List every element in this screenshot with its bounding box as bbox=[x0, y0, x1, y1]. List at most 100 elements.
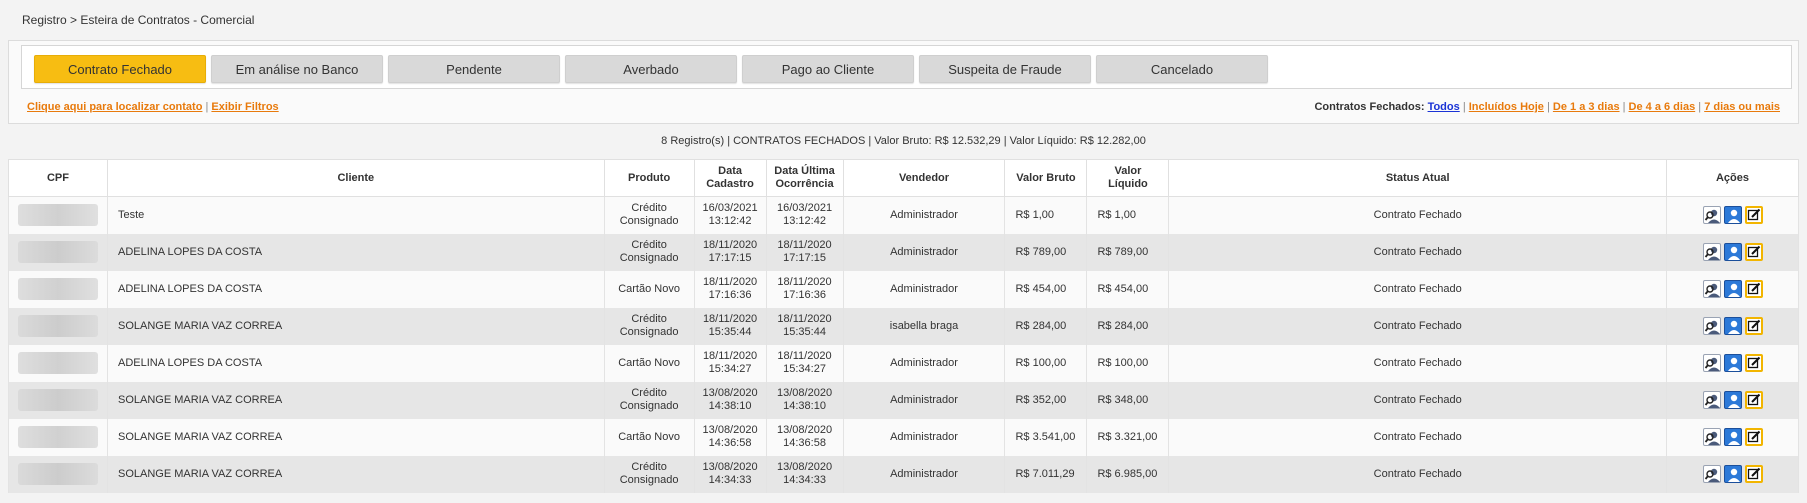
actions-cell bbox=[1666, 381, 1799, 419]
user-profile-icon[interactable] bbox=[1723, 243, 1742, 261]
last-occurrence-cell: 18/11/2020 17:17:15 bbox=[765, 233, 844, 271]
net-value-cell: R$ 6.985,00 bbox=[1086, 455, 1170, 493]
filter-all-link[interactable]: Todos bbox=[1427, 101, 1460, 113]
cpf-cell bbox=[8, 455, 108, 493]
filter-today-link[interactable]: Incluídos Hoje bbox=[1468, 101, 1544, 113]
created-date-cell: 18/11/2020 17:16:36 bbox=[693, 270, 767, 308]
breadcrumb: Registro > Esteira de Contratos - Comerc… bbox=[22, 13, 255, 27]
cpf-cell bbox=[8, 344, 108, 382]
col-vendedor: Vendedor bbox=[842, 159, 1006, 197]
col-valor-liquido: Valor Líquido bbox=[1086, 159, 1170, 197]
search-user-icon[interactable] bbox=[1702, 243, 1721, 261]
edit-icon[interactable] bbox=[1744, 243, 1763, 261]
edit-icon[interactable] bbox=[1744, 428, 1763, 446]
net-value-cell: R$ 789,00 bbox=[1086, 233, 1170, 271]
user-profile-icon[interactable] bbox=[1723, 391, 1742, 409]
status-tabs: Contrato Fechado Em análise no Banco Pen… bbox=[21, 45, 1792, 89]
status-cell: Contrato Fechado bbox=[1168, 344, 1668, 382]
net-value-cell: R$ 3.321,00 bbox=[1086, 418, 1170, 456]
user-profile-icon[interactable] bbox=[1723, 206, 1742, 225]
tab-averbado[interactable]: Averbado bbox=[565, 55, 737, 83]
gross-value-cell: R$ 7.011,29 bbox=[1004, 455, 1088, 493]
status-cell: Contrato Fechado bbox=[1168, 270, 1668, 308]
last-occurrence-cell: 16/03/2021 13:12:42 bbox=[765, 196, 844, 234]
product-cell: Crédito Consignado bbox=[603, 455, 695, 493]
user-profile-icon[interactable] bbox=[1723, 465, 1742, 483]
col-status: Status Atual bbox=[1168, 159, 1668, 197]
seller-cell: Administrador bbox=[842, 270, 1006, 308]
edit-icon[interactable] bbox=[1744, 317, 1763, 335]
table-row: SOLANGE MARIA VAZ CORREA Crédito Consignad… bbox=[8, 307, 1799, 345]
search-user-icon[interactable] bbox=[1702, 206, 1721, 225]
gross-value-cell: R$ 352,00 bbox=[1004, 381, 1088, 419]
contracts-table: CPF Cliente Produto Data Cadastro Data Úl… bbox=[8, 159, 1799, 493]
client-name: Teste bbox=[106, 196, 605, 234]
client-name: SOLANGE MARIA VAZ CORREA bbox=[106, 307, 605, 345]
search-user-icon[interactable] bbox=[1702, 354, 1721, 372]
search-user-icon[interactable] bbox=[1702, 280, 1721, 298]
seller-cell: Administrador bbox=[842, 455, 1006, 493]
gross-value-cell: R$ 454,00 bbox=[1004, 270, 1088, 308]
status-cell: Contrato Fechado bbox=[1168, 233, 1668, 271]
tab-pendente[interactable]: Pendente bbox=[388, 55, 560, 83]
tab-pago-ao-cliente[interactable]: Pago ao Cliente bbox=[742, 55, 914, 83]
cpf-cell bbox=[8, 270, 108, 308]
filter-7-plus-days-link[interactable]: 7 dias ou mais bbox=[1704, 101, 1780, 113]
cpf-redacted bbox=[17, 278, 98, 300]
search-user-icon[interactable] bbox=[1702, 465, 1721, 483]
cpf-redacted bbox=[17, 389, 98, 411]
status-cell: Contrato Fechado bbox=[1168, 381, 1668, 419]
seller-cell: Administrador bbox=[842, 418, 1006, 456]
actions-cell bbox=[1666, 455, 1799, 493]
user-profile-icon[interactable] bbox=[1723, 354, 1742, 372]
filter-panel: Contrato Fechado Em análise no Banco Pen… bbox=[8, 40, 1799, 124]
find-links: Clique aqui para localizar contato | Exi… bbox=[27, 101, 279, 113]
edit-icon[interactable] bbox=[1744, 280, 1763, 298]
last-occurrence-cell: 18/11/2020 17:16:36 bbox=[765, 270, 844, 308]
last-occurrence-cell: 18/11/2020 15:35:44 bbox=[765, 307, 844, 345]
product-cell: Crédito Consignado bbox=[603, 233, 695, 271]
actions-cell bbox=[1666, 196, 1799, 234]
client-name: ADELINA LOPES DA COSTA bbox=[106, 270, 605, 308]
gross-value-cell: R$ 284,00 bbox=[1004, 307, 1088, 345]
col-produto: Produto bbox=[603, 159, 695, 197]
created-date-cell: 16/03/2021 13:12:42 bbox=[693, 196, 767, 234]
actions-cell bbox=[1666, 233, 1799, 271]
find-contact-link[interactable]: Clique aqui para localizar contato bbox=[27, 101, 203, 113]
user-profile-icon[interactable] bbox=[1723, 317, 1742, 335]
seller-cell: Administrador bbox=[842, 233, 1006, 271]
tab-em-analise[interactable]: Em análise no Banco bbox=[211, 55, 383, 83]
last-occurrence-cell: 13/08/2020 14:36:58 bbox=[765, 418, 844, 456]
product-cell: Crédito Consignado bbox=[603, 196, 695, 234]
closed-contracts-label: Contratos Fechados: bbox=[1314, 101, 1425, 113]
edit-icon[interactable] bbox=[1744, 206, 1763, 225]
search-user-icon[interactable] bbox=[1702, 428, 1721, 446]
filter-4-6-days-link[interactable]: De 4 a 6 dias bbox=[1628, 101, 1696, 113]
cpf-cell bbox=[8, 233, 108, 271]
filter-1-3-days-link[interactable]: De 1 a 3 dias bbox=[1552, 101, 1620, 113]
table-row: ADELINA LOPES DA COSTA Cartão Novo 18/11/2… bbox=[8, 344, 1799, 382]
tab-contrato-fechado[interactable]: Contrato Fechado bbox=[34, 55, 206, 83]
tab-cancelado[interactable]: Cancelado bbox=[1096, 55, 1268, 83]
show-filters-link[interactable]: Exibir Filtros bbox=[211, 101, 279, 113]
search-user-icon[interactable] bbox=[1702, 391, 1721, 409]
edit-icon[interactable] bbox=[1744, 354, 1763, 372]
net-value-cell: R$ 454,00 bbox=[1086, 270, 1170, 308]
cpf-cell bbox=[8, 418, 108, 456]
status-cell: Contrato Fechado bbox=[1168, 455, 1668, 493]
client-name: ADELINA LOPES DA COSTA bbox=[106, 233, 605, 271]
col-cpf: CPF bbox=[8, 159, 108, 197]
user-profile-icon[interactable] bbox=[1723, 280, 1742, 298]
table-row: SOLANGE MARIA VAZ CORREA Cartão Novo 13/08… bbox=[8, 418, 1799, 456]
created-date-cell: 18/11/2020 15:35:44 bbox=[693, 307, 767, 345]
search-user-icon[interactable] bbox=[1702, 317, 1721, 335]
user-profile-icon[interactable] bbox=[1723, 428, 1742, 446]
col-data-ultima: Data Última Ocorrência bbox=[765, 159, 844, 197]
edit-icon[interactable] bbox=[1744, 391, 1763, 409]
edit-icon[interactable] bbox=[1744, 465, 1763, 483]
table-body: Teste Crédito Consignado 16/03/2021 13:12:42… bbox=[8, 196, 1799, 493]
tab-suspeita-de-fraude[interactable]: Suspeita de Fraude bbox=[919, 55, 1091, 83]
product-cell: Cartão Novo bbox=[603, 270, 695, 308]
client-name: SOLANGE MARIA VAZ CORREA bbox=[106, 381, 605, 419]
gross-value-cell: R$ 1,00 bbox=[1004, 196, 1088, 234]
